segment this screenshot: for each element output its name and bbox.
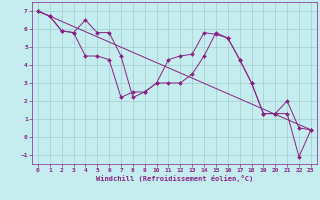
X-axis label: Windchill (Refroidissement éolien,°C): Windchill (Refroidissement éolien,°C) [96,175,253,182]
